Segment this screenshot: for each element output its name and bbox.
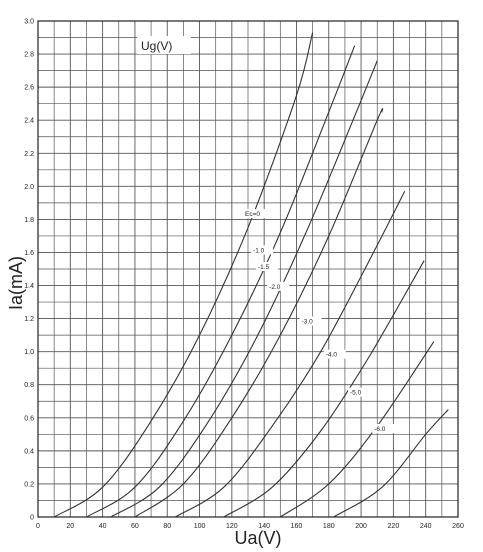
x-tick-label: 140 [258, 523, 270, 530]
y-tick-label: 2.6 [24, 85, 34, 92]
series-curve [53, 32, 314, 518]
curve-label-background [299, 316, 322, 326]
curve-label: -3.0 [302, 319, 314, 326]
series-curve [223, 260, 425, 518]
curve-label-background [243, 209, 265, 219]
y-tick-label: 2.2 [24, 151, 34, 158]
curve-label-background [251, 245, 274, 255]
x-tick-label: 260 [452, 523, 464, 530]
curve-label: -5.0 [350, 390, 362, 397]
series-curve [175, 191, 406, 518]
curve-label-background [323, 349, 346, 359]
y-tick-label: 0.6 [24, 415, 34, 422]
x-axis-label: Ua(V) [234, 528, 281, 548]
x-tick-label: 160 [291, 523, 303, 530]
x-tick-label: 200 [355, 523, 367, 530]
y-tick-label: 1.0 [24, 349, 34, 356]
series-curve [86, 45, 356, 518]
curve-label: -4.0 [326, 352, 338, 359]
series-curve [134, 108, 384, 518]
x-tick-labels: 0 20 40 60 80 100 120 140 160 180 200 220 240 260 [36, 523, 464, 530]
curve-label-background [348, 387, 370, 397]
curve-label: -2.0 [269, 284, 281, 291]
x-tick-label: 120 [226, 523, 238, 530]
x-tick-label: 180 [323, 523, 335, 530]
legend-title: Ug(V) [141, 39, 172, 53]
x-tick-label: 100 [194, 523, 206, 530]
series-curve [110, 60, 378, 518]
y-tick-label: 0.8 [24, 382, 34, 389]
curve-label: Ec=0 [245, 211, 260, 218]
x-tick-label: 220 [388, 523, 400, 530]
series-curve [279, 341, 435, 518]
y-tick-labels: 0 0.2 0.4 0.6 0.8 1.0 1.2 1.4 1.6 1.8 2.0 2.2 2.4 2.6… [24, 19, 34, 522]
y-tick-label: 1.4 [24, 283, 34, 290]
x-tick-label: 20 [66, 523, 74, 530]
y-tick-label: 2.0 [24, 184, 34, 191]
x-tick-label: 240 [420, 523, 432, 530]
curve-label: -6.0 [374, 426, 386, 433]
curve-label-background [255, 262, 278, 271]
y-tick-label: 1.2 [24, 316, 34, 323]
curve-group [53, 32, 449, 518]
legend-title-box [137, 36, 191, 54]
y-axis-label: Ia(mA) [6, 256, 26, 310]
grid [37, 20, 459, 518]
x-tick-label: 60 [131, 523, 139, 530]
x-tick-label: 40 [99, 523, 107, 530]
y-tick-label: 0 [30, 515, 34, 522]
plot-frame [37, 20, 459, 518]
y-tick-label: 2.8 [24, 52, 34, 59]
x-tick-label: 0 [36, 523, 40, 530]
series-curve [333, 409, 449, 518]
y-tick-label: 2.4 [24, 118, 34, 125]
y-tick-label: 1.6 [24, 250, 34, 257]
curve-label: -1.5 [258, 264, 270, 271]
y-tick-label: 3.0 [24, 19, 34, 26]
curve-label-background [372, 424, 395, 434]
x-tick-label: 80 [163, 523, 171, 530]
y-tick-label: 1.8 [24, 217, 34, 224]
curve-labels: Ec=0 -1.0 -1.5 -2.0 -3.0 -4.0 -5.0 -6.0 [243, 209, 395, 434]
y-tick-label: 0.2 [24, 481, 34, 488]
y-tick-label: 0.4 [24, 448, 34, 455]
curve-label-background [267, 281, 290, 291]
curve-label: -1.0 [253, 247, 265, 254]
